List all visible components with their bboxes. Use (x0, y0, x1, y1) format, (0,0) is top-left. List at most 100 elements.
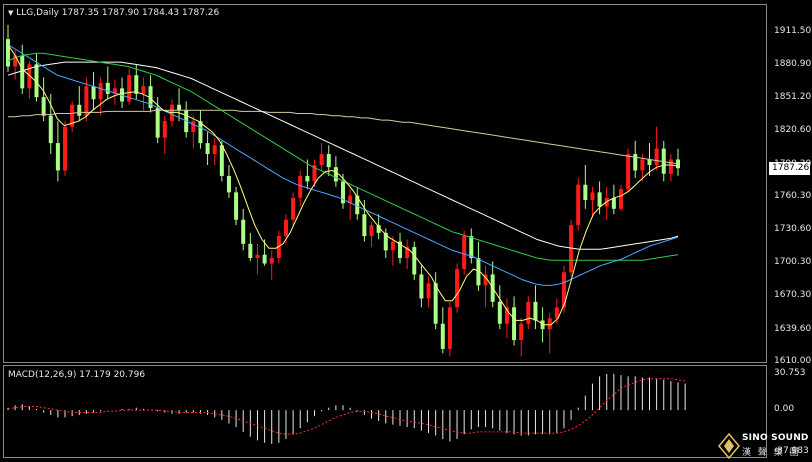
collapse-triangle-icon[interactable]: ▼ (8, 9, 14, 17)
candle-body (177, 104, 182, 111)
candle-body (34, 64, 39, 98)
candle-body (48, 115, 53, 144)
macd-tick-label: -37.983 (774, 446, 809, 456)
candle-body (647, 159, 652, 165)
price-tick-label: 1911.50 (774, 26, 812, 36)
candle-body (169, 104, 174, 122)
candle-body (383, 232, 388, 251)
candle-body (497, 301, 502, 324)
candle-body (105, 82, 110, 94)
logo-emblem-icon (718, 433, 740, 459)
candle-body (205, 143, 210, 155)
candle-body (84, 86, 89, 116)
candle-body (141, 86, 146, 94)
candle-body (134, 75, 139, 94)
candle-body (234, 192, 239, 220)
candle-body (127, 75, 132, 102)
candle-body (419, 274, 424, 299)
macd-tick-label: 30.753 (774, 368, 806, 378)
candle-body (20, 55, 25, 89)
candle-body (13, 55, 18, 67)
candle-body (305, 175, 310, 182)
price-tick-label: 1880.90 (774, 59, 812, 70)
candle-body (255, 254, 260, 259)
candle-body (283, 219, 288, 237)
candle-body (390, 241, 395, 251)
ma-tan-line (8, 109, 679, 165)
candle-body (269, 258, 274, 264)
candle-body (198, 121, 203, 144)
candle-body (618, 189, 623, 209)
candle-body (398, 241, 403, 259)
candle-body (540, 320, 545, 330)
macd-tick-label: 0.00 (774, 404, 795, 415)
macd-signal-line (7, 378, 686, 435)
candle-body (55, 143, 60, 171)
price-tick-label: 1851.20 (774, 92, 812, 102)
price-tick-label: 1730.60 (774, 224, 812, 234)
candle-body (455, 268, 460, 308)
candle-body (291, 197, 296, 220)
candle-body (590, 192, 595, 201)
candle-body (112, 88, 117, 94)
candle-body (6, 39, 10, 67)
candle-body (91, 86, 96, 100)
ma-green-line (7, 52, 679, 261)
price-tick-label: 1760.30 (774, 191, 812, 202)
candle-body (27, 64, 32, 89)
candle-body (369, 225, 374, 237)
logo-line2: 漢 聲 集 團 (742, 448, 801, 458)
candle-body (248, 243, 253, 259)
price-tick-label: 1700.30 (774, 257, 812, 268)
candle-body (341, 181, 345, 204)
candle-body (191, 121, 196, 133)
candle-body (640, 159, 645, 171)
candle-body (426, 283, 431, 299)
candle-body (526, 301, 531, 324)
price-tick-label: 1820.60 (774, 125, 812, 136)
candle-body (326, 154, 331, 168)
candle-body (376, 225, 381, 233)
symbol-header: ▼ LLG,Daily 1787.35 1787.90 1784.43 1787… (8, 8, 219, 18)
candle-body (333, 167, 338, 182)
last-price-tag: 1787.26 (769, 162, 810, 175)
candle-body (241, 219, 246, 244)
price-tick-label: 1610.00 (774, 356, 812, 366)
candle-body (355, 195, 360, 215)
candle-body (519, 323, 524, 341)
candle-body (348, 195, 353, 204)
candle-body (319, 154, 324, 165)
sino-sound-logo: SINO SOUND 漢 聲 集 團 (718, 432, 810, 460)
candle-body (162, 121, 167, 138)
candle-body (626, 154, 631, 190)
candle-body (276, 236, 281, 259)
price-tick-label: 1639.60 (774, 323, 812, 334)
candle-body (554, 307, 559, 319)
candle-body (569, 225, 574, 273)
candle-body (661, 148, 666, 174)
candle-body (212, 145, 217, 155)
candle-body (504, 307, 509, 324)
candle-body (433, 283, 438, 324)
candle-body (483, 274, 488, 286)
candle-body (41, 97, 46, 116)
symbol-label: LLG,Daily (16, 8, 59, 18)
candle-body (362, 214, 367, 237)
candle-body (98, 82, 103, 100)
candle-body (412, 247, 417, 275)
candle-body (654, 148, 659, 165)
macd-header: MACD(12,26,9) 17.179 20.796 (8, 370, 146, 380)
candle-body (298, 175, 303, 198)
candle-body (576, 184, 581, 226)
candle-body (512, 307, 517, 341)
candle-body (561, 272, 566, 308)
price-tick-label: 1670.30 (774, 290, 812, 300)
candle-body (155, 108, 160, 138)
candle-body (70, 104, 75, 127)
ma-fast-line (7, 44, 679, 326)
candle-body (262, 254, 267, 264)
candle-body (226, 175, 231, 193)
candle-body (77, 104, 82, 116)
